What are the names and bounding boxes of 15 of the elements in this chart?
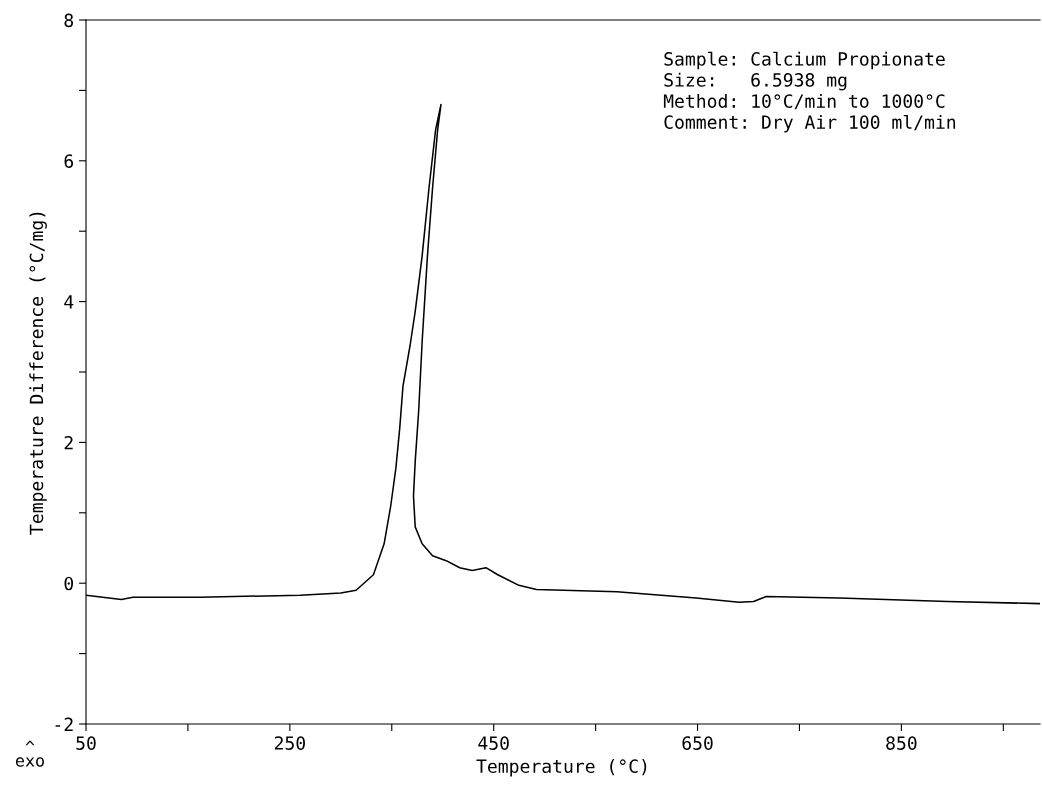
y-tick-label: 2 [64, 435, 73, 450]
y-tick-label: 8 [64, 13, 74, 28]
annotation: Sample: Calcium Propionate Size: 6.5938 mg Method: 10°C/min to 1000°C Comment: Dry Air 100 ml/min [663, 51, 956, 133]
x-tick-label: 250 [274, 736, 305, 750]
y-tick-label: -2 [55, 717, 73, 731]
y-tick-label: 0 [64, 576, 74, 591]
x-tick-label: 450 [478, 736, 509, 750]
text: ^ exo [15, 740, 44, 767]
x-tick-label: 50 [76, 736, 96, 750]
x-tick-label: 850 [886, 736, 917, 750]
y-tick-label: 4 [64, 295, 74, 309]
y-axis-title: Temperature Difference (°C/mg) [29, 212, 47, 535]
y-tick-label: 6 [64, 154, 74, 168]
x-tick-label: 650 [682, 736, 713, 750]
x-axis-title: Temperature (°C) [476, 759, 647, 777]
